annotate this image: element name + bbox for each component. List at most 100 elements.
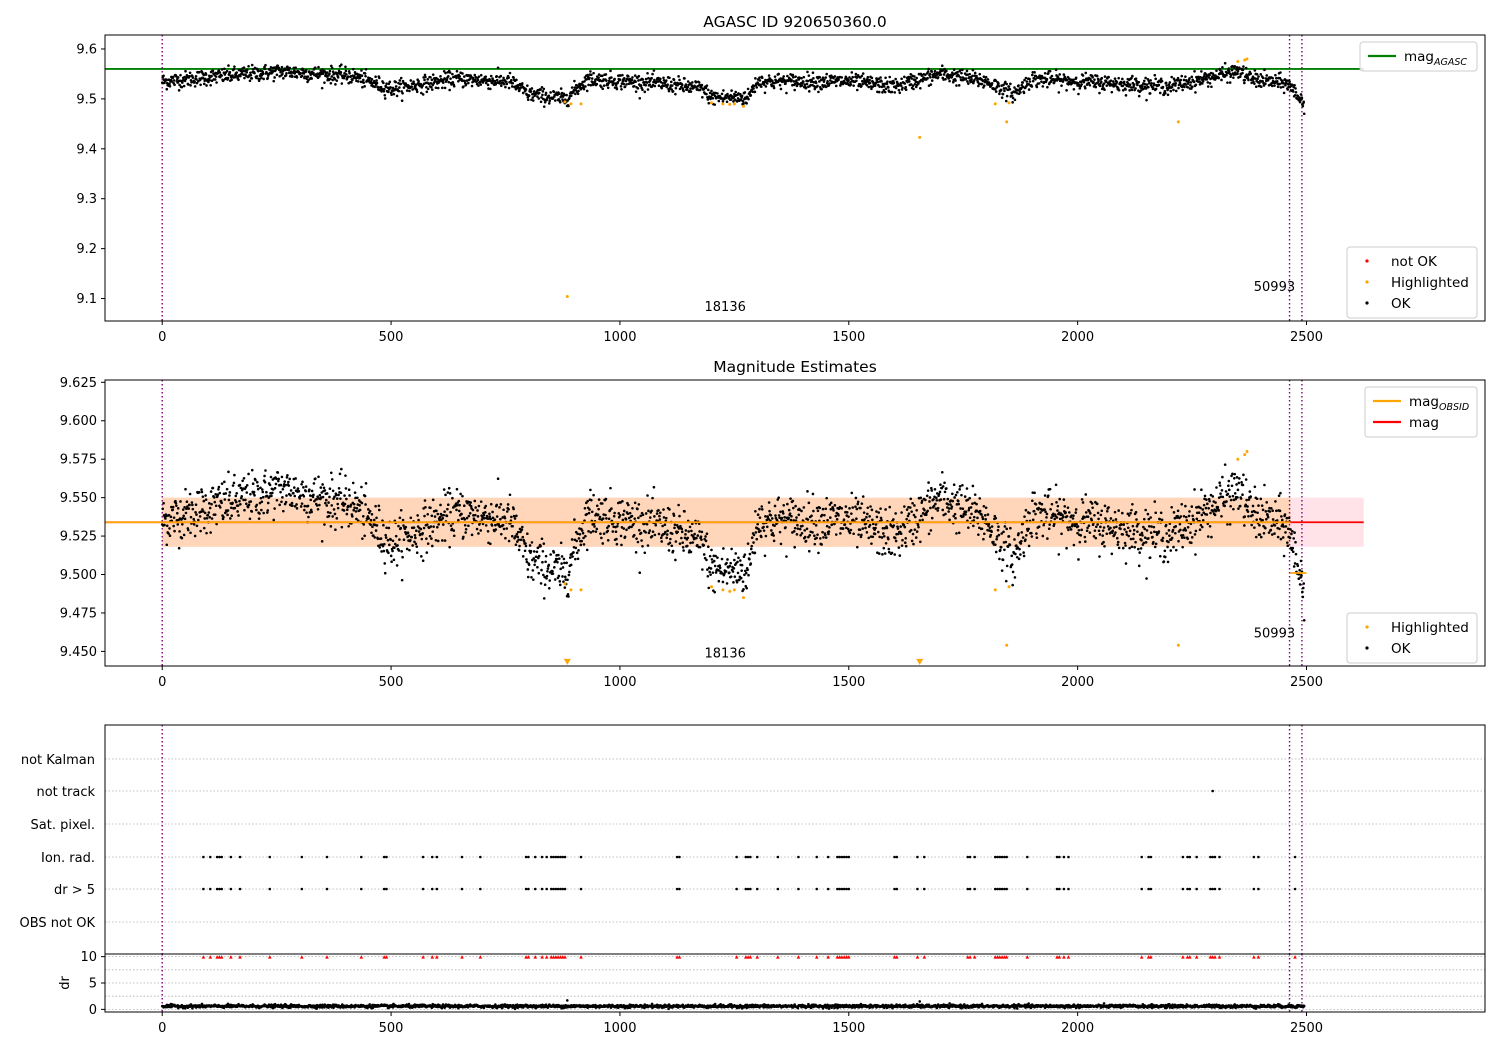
ok-point xyxy=(558,100,562,104)
ok-point xyxy=(999,548,1002,552)
ok-point xyxy=(470,533,474,537)
ok-point xyxy=(1136,530,1139,533)
ok-point xyxy=(237,78,240,82)
ok-point xyxy=(1114,531,1117,534)
ok-point xyxy=(993,87,997,91)
ok-point xyxy=(260,500,264,504)
ok-point xyxy=(791,73,795,77)
ok-point xyxy=(1080,83,1083,86)
ok-point xyxy=(1161,536,1165,540)
ok-point xyxy=(747,97,750,101)
ok-point xyxy=(167,532,170,535)
ok-point xyxy=(936,509,940,512)
ok-point xyxy=(452,529,456,532)
ok-point xyxy=(223,498,227,501)
ok-point xyxy=(358,76,362,80)
ok-point xyxy=(1032,509,1036,513)
ok-point xyxy=(1132,532,1136,536)
ok-point xyxy=(772,86,776,90)
ok-point xyxy=(728,564,732,568)
ok-point xyxy=(1150,525,1153,528)
ok-point xyxy=(623,85,627,88)
ok-point xyxy=(182,84,186,88)
ok-point xyxy=(986,78,990,81)
ok-point xyxy=(323,523,326,526)
ok-point xyxy=(870,508,874,512)
ok-point xyxy=(1028,77,1031,81)
ok-point xyxy=(231,484,235,487)
ok-point xyxy=(1105,519,1108,522)
ok-point xyxy=(391,549,394,553)
ok-point xyxy=(598,515,602,519)
ok-point xyxy=(249,71,252,75)
ok-point xyxy=(847,78,850,82)
ok-point xyxy=(1160,79,1164,83)
ok-point xyxy=(663,523,667,527)
ok-point xyxy=(1302,112,1306,116)
ok-point xyxy=(377,76,381,80)
ok-point xyxy=(228,70,232,74)
ok-point xyxy=(374,529,378,532)
ok-point xyxy=(1090,502,1094,505)
ok-point xyxy=(892,524,896,527)
ok-point xyxy=(464,531,467,534)
ok-point xyxy=(702,553,706,556)
ok-point xyxy=(448,545,451,549)
ok-point xyxy=(591,529,595,533)
ok-point xyxy=(796,82,800,86)
ok-point xyxy=(1294,90,1298,94)
ok-point xyxy=(505,527,509,530)
ok-point xyxy=(1217,76,1221,80)
ok-point xyxy=(651,72,654,76)
ok-point xyxy=(481,522,485,526)
ok-point xyxy=(1257,75,1260,78)
ok-point xyxy=(740,563,744,567)
ok-point xyxy=(684,529,688,532)
ok-point xyxy=(183,506,186,509)
ok-point xyxy=(996,528,1000,532)
ok-point xyxy=(824,76,828,79)
ok-point xyxy=(1030,531,1033,535)
ok-point xyxy=(648,516,652,519)
ok-point xyxy=(1037,506,1040,510)
ok-point xyxy=(984,506,988,510)
ok-point xyxy=(1147,81,1151,85)
ok-point xyxy=(682,89,685,93)
ok-point xyxy=(930,489,934,492)
ok-point xyxy=(1085,529,1089,533)
ok-point xyxy=(1080,528,1083,532)
ok-point xyxy=(496,66,500,70)
ok-point xyxy=(477,75,481,78)
ok-point xyxy=(1140,531,1144,535)
ok-point xyxy=(686,536,690,540)
ok-point xyxy=(563,561,566,565)
ok-point xyxy=(821,76,825,79)
ok-point xyxy=(405,89,409,92)
ok-point xyxy=(507,539,511,543)
ok-point xyxy=(617,512,621,515)
ok-point xyxy=(1069,528,1073,531)
ok-point xyxy=(830,523,833,527)
ok-point xyxy=(1035,536,1039,539)
ok-point xyxy=(632,84,636,88)
ok-point xyxy=(951,499,955,503)
ok-point xyxy=(729,98,733,101)
ok-point xyxy=(915,508,918,512)
ok-point xyxy=(960,71,963,75)
ok-point xyxy=(531,578,535,581)
ok-point xyxy=(880,518,883,522)
ok-point xyxy=(1282,91,1286,95)
ok-point xyxy=(1180,502,1184,506)
ok-point xyxy=(476,78,480,82)
ok-point xyxy=(1129,537,1133,541)
ok-point xyxy=(877,511,881,514)
ok-point xyxy=(479,500,483,503)
ok-point xyxy=(1041,85,1045,88)
ok-point xyxy=(543,583,547,587)
ok-point xyxy=(285,494,288,497)
ok-point xyxy=(566,578,569,582)
ok-point xyxy=(1259,85,1263,89)
ok-point xyxy=(740,94,744,98)
ok-point xyxy=(448,492,452,495)
ok-point xyxy=(1091,75,1094,79)
